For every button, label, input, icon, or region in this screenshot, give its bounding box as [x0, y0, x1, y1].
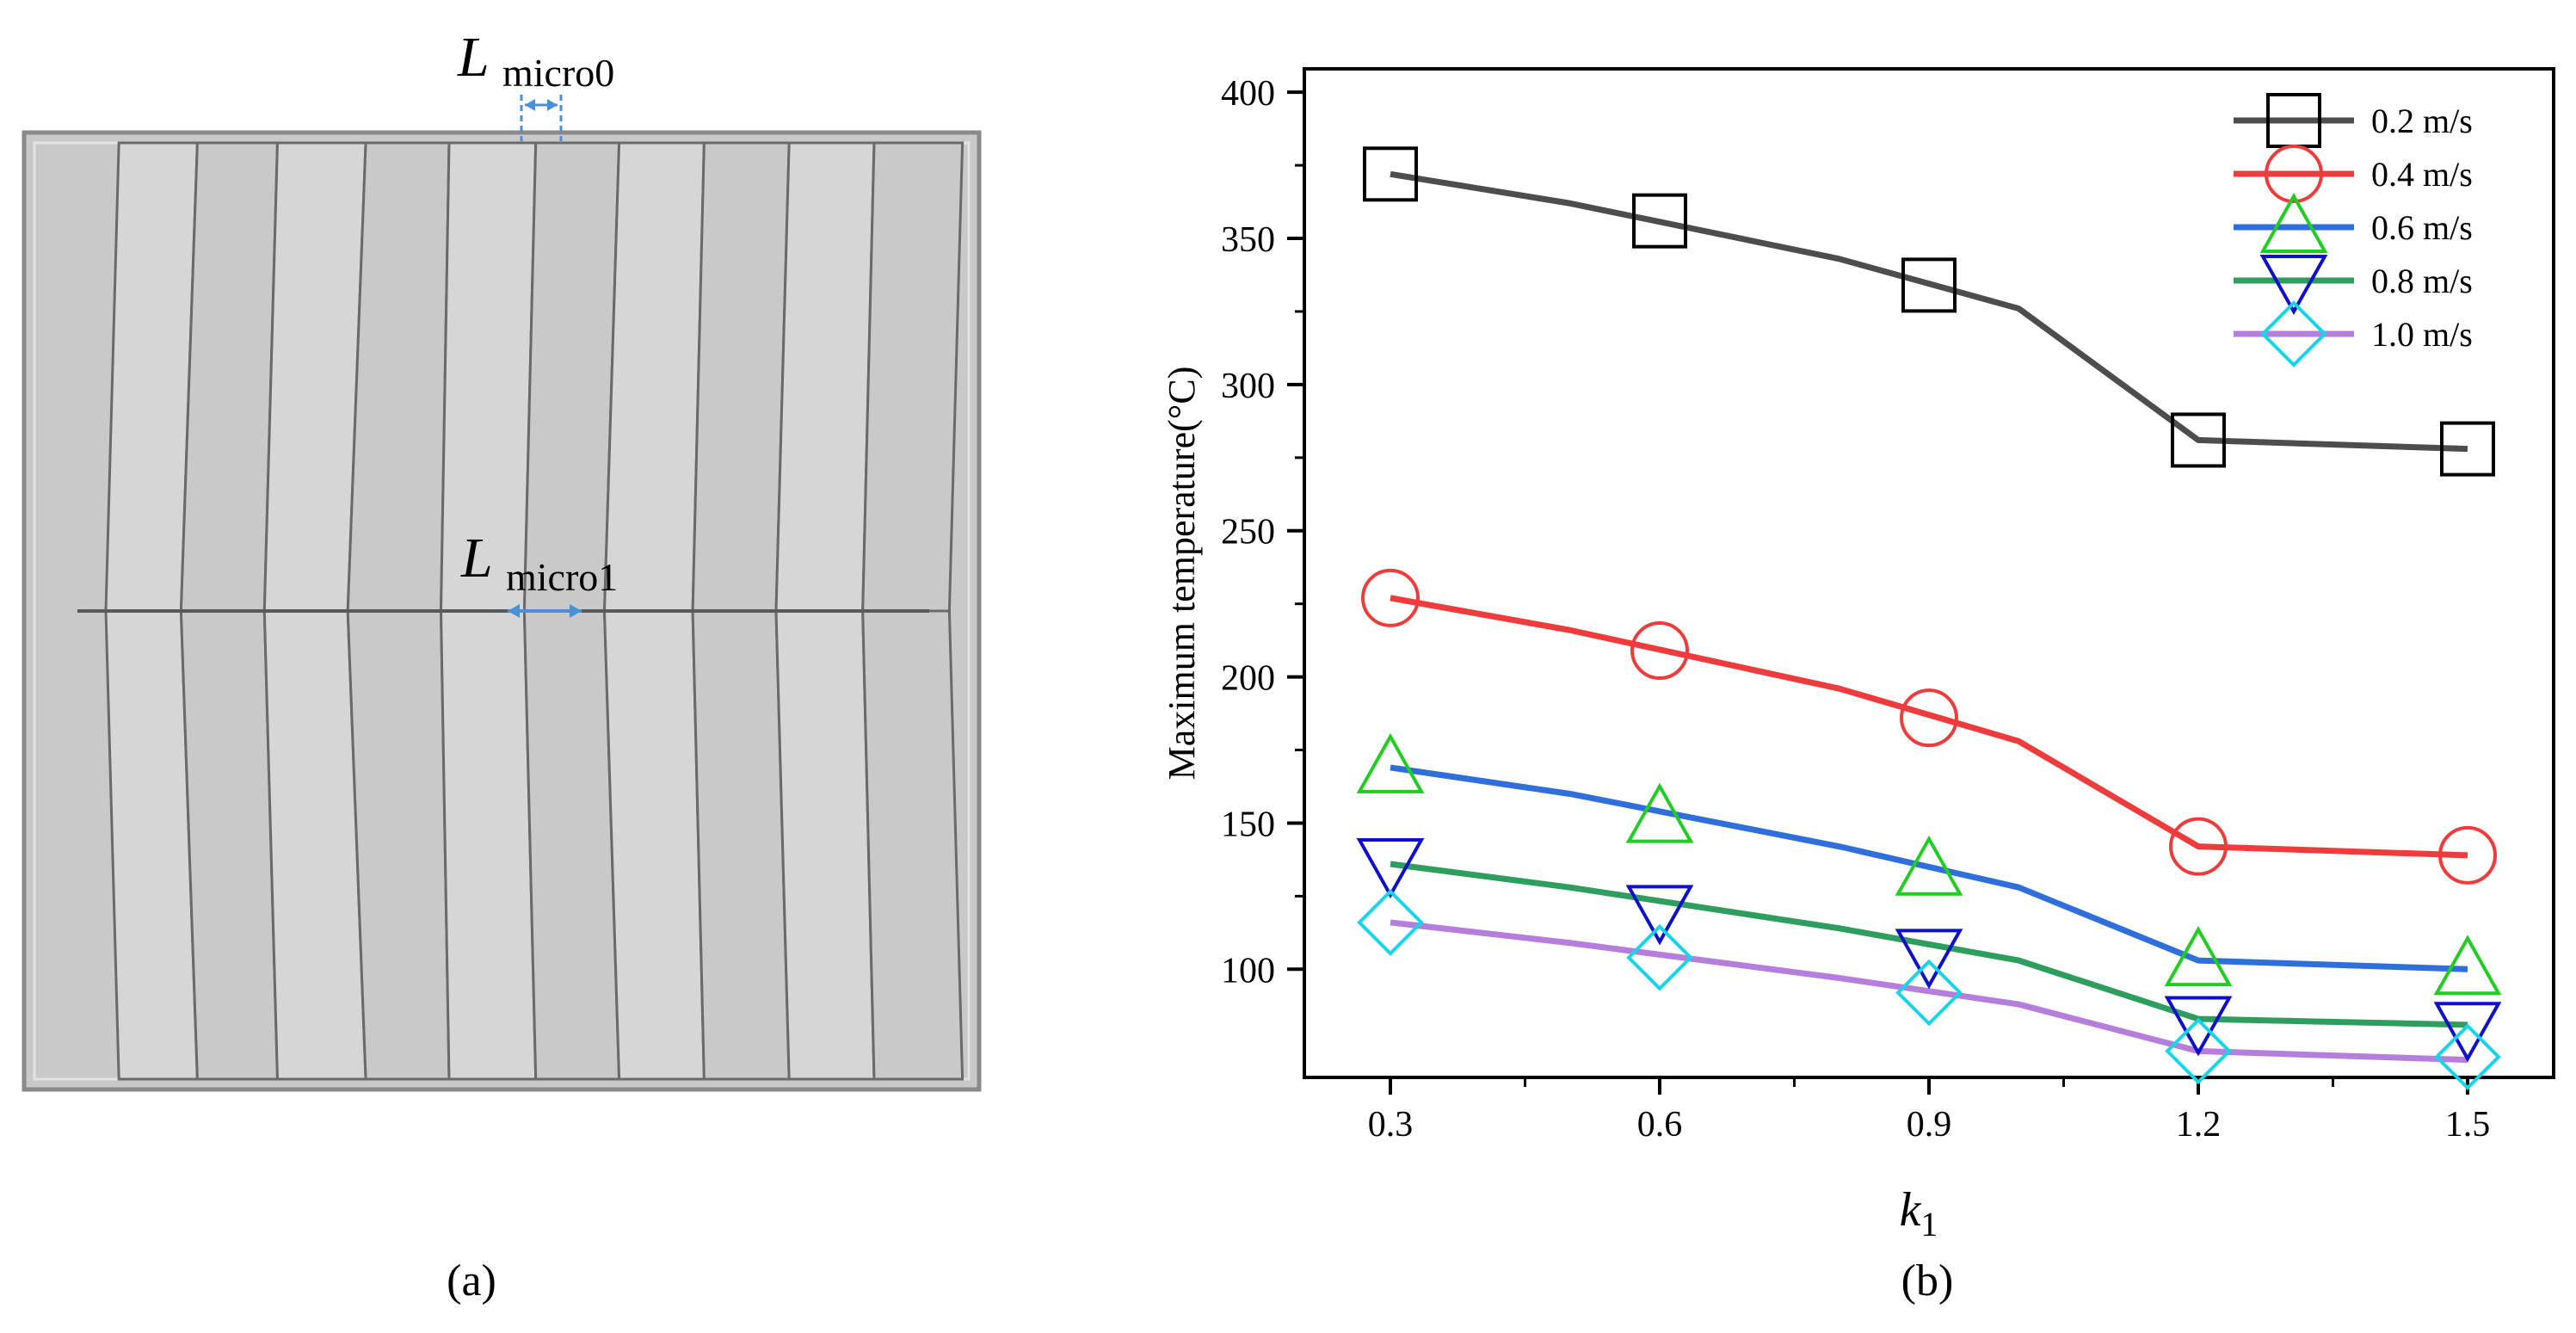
x-axis: 0.3 0.6 0.9 1.2 1.5 — [1368, 1077, 2491, 1145]
x-tick-label: 0.9 — [1907, 1105, 1952, 1145]
series-line-4 — [1390, 861, 2468, 1028]
x-tick-label: 0.6 — [1637, 1105, 1683, 1145]
y-tick-label: 300 — [1221, 367, 1275, 406]
channel-upper — [691, 141, 791, 613]
channel-lower — [691, 609, 791, 1081]
legend-label: 0.8 m/s — [2371, 262, 2473, 300]
y-tick-label: 350 — [1221, 220, 1275, 260]
legend: 0.2 m/s 0.4 m/s 0.6 m/s 0.8 m/s 1.0 m/s — [2234, 93, 2473, 367]
panel-b: 100 150 200 250 300 350 400 0.3 0.6 0.9 1.2 1.5 0.… — [1161, 67, 2555, 1305]
data-point — [2164, 926, 2233, 987]
y-tick-label: 100 — [1221, 951, 1275, 990]
channel-lower — [439, 609, 538, 1081]
legend-label: 0.4 m/s — [2371, 155, 2473, 194]
data-point — [1357, 889, 1424, 956]
panel-a: L micro0 L micro1 (a) — [22, 26, 982, 1305]
data-point — [1361, 568, 1420, 627]
channel-lower — [179, 609, 280, 1081]
data-point — [2171, 412, 2226, 468]
legend-marker — [2260, 300, 2327, 367]
x-axis-label: k1 — [1900, 1183, 1938, 1244]
data-point — [1632, 193, 1687, 249]
channel-upper — [774, 141, 876, 613]
x-tick-label: 1.2 — [2176, 1105, 2222, 1145]
channel-upper — [179, 141, 280, 613]
data-point — [1625, 782, 1694, 843]
y-axis: 100 150 200 250 300 350 400 — [1221, 74, 1304, 990]
x-tick-label: 1.5 — [2445, 1105, 2491, 1145]
panel-b-label: (b) — [1901, 1256, 1954, 1305]
legend-marker — [2259, 192, 2328, 253]
panel-a-label: (a) — [447, 1256, 496, 1305]
channel-lower — [861, 609, 964, 1081]
data-point — [1895, 835, 1963, 896]
series-markers — [1356, 146, 2502, 1091]
legend-label: 0.6 m/s — [2371, 208, 2473, 247]
channel-lower — [602, 609, 706, 1081]
legend-marker — [2259, 255, 2328, 316]
channel-upper — [602, 141, 706, 613]
series-line-1 — [1390, 170, 2468, 453]
data-point — [2164, 996, 2233, 1057]
x-tick-label: 0.3 — [1368, 1105, 1414, 1145]
x-axis-label-symbol: k — [1900, 1183, 1922, 1237]
data-point — [1900, 688, 1958, 748]
series-line-3 — [1390, 764, 2468, 972]
dimension-micro1: L micro1 — [460, 527, 618, 618]
legend-label: 1.0 m/s — [2371, 315, 2473, 354]
data-point — [1630, 621, 1689, 681]
series-line-2 — [1390, 595, 2468, 859]
data-point — [2440, 421, 2495, 477]
l-micro0-symbol: L — [457, 26, 490, 89]
legend-label: 0.2 m/s — [2371, 102, 2473, 140]
x-axis-label-subscript: 1 — [1920, 1205, 1938, 1244]
data-point — [1356, 838, 1425, 899]
data-point — [1356, 732, 1425, 793]
data-point — [1363, 146, 1418, 202]
l-micro0-subscript: micro0 — [502, 51, 614, 95]
legend-marker — [2265, 145, 2323, 203]
y-tick-label: 250 — [1221, 513, 1275, 552]
channel-upper — [861, 141, 964, 613]
channel-lower — [522, 609, 621, 1081]
channel-array — [104, 141, 964, 1081]
data-point — [2433, 935, 2502, 996]
l-micro1-subscript: micro1 — [506, 555, 618, 599]
y-tick-label: 200 — [1221, 659, 1275, 699]
data-point — [1895, 959, 1963, 1027]
data-point — [2434, 1023, 2501, 1091]
data-point — [1895, 929, 1963, 990]
y-tick-label: 400 — [1221, 74, 1275, 114]
data-point — [1625, 885, 1694, 946]
data-point — [1626, 923, 1693, 991]
plot-frame — [1303, 67, 2555, 1079]
channel-lower — [774, 609, 876, 1081]
data-point — [2165, 1017, 2232, 1085]
series-line-5 — [1390, 919, 2468, 1064]
channel-lower — [346, 609, 451, 1081]
data-point — [2169, 817, 2228, 876]
series-lines — [1390, 170, 2468, 1064]
data-point — [2438, 825, 2497, 885]
channel-upper — [522, 141, 621, 613]
channel-upper — [346, 141, 451, 613]
y-axis-label: Maximum temperature(°C) — [1161, 367, 1203, 781]
data-point — [1901, 257, 1957, 313]
dimension-micro0: L micro0 — [457, 26, 614, 141]
y-tick-label: 150 — [1221, 805, 1275, 844]
data-point — [2433, 1002, 2502, 1063]
l-micro1-symbol: L — [460, 527, 493, 589]
